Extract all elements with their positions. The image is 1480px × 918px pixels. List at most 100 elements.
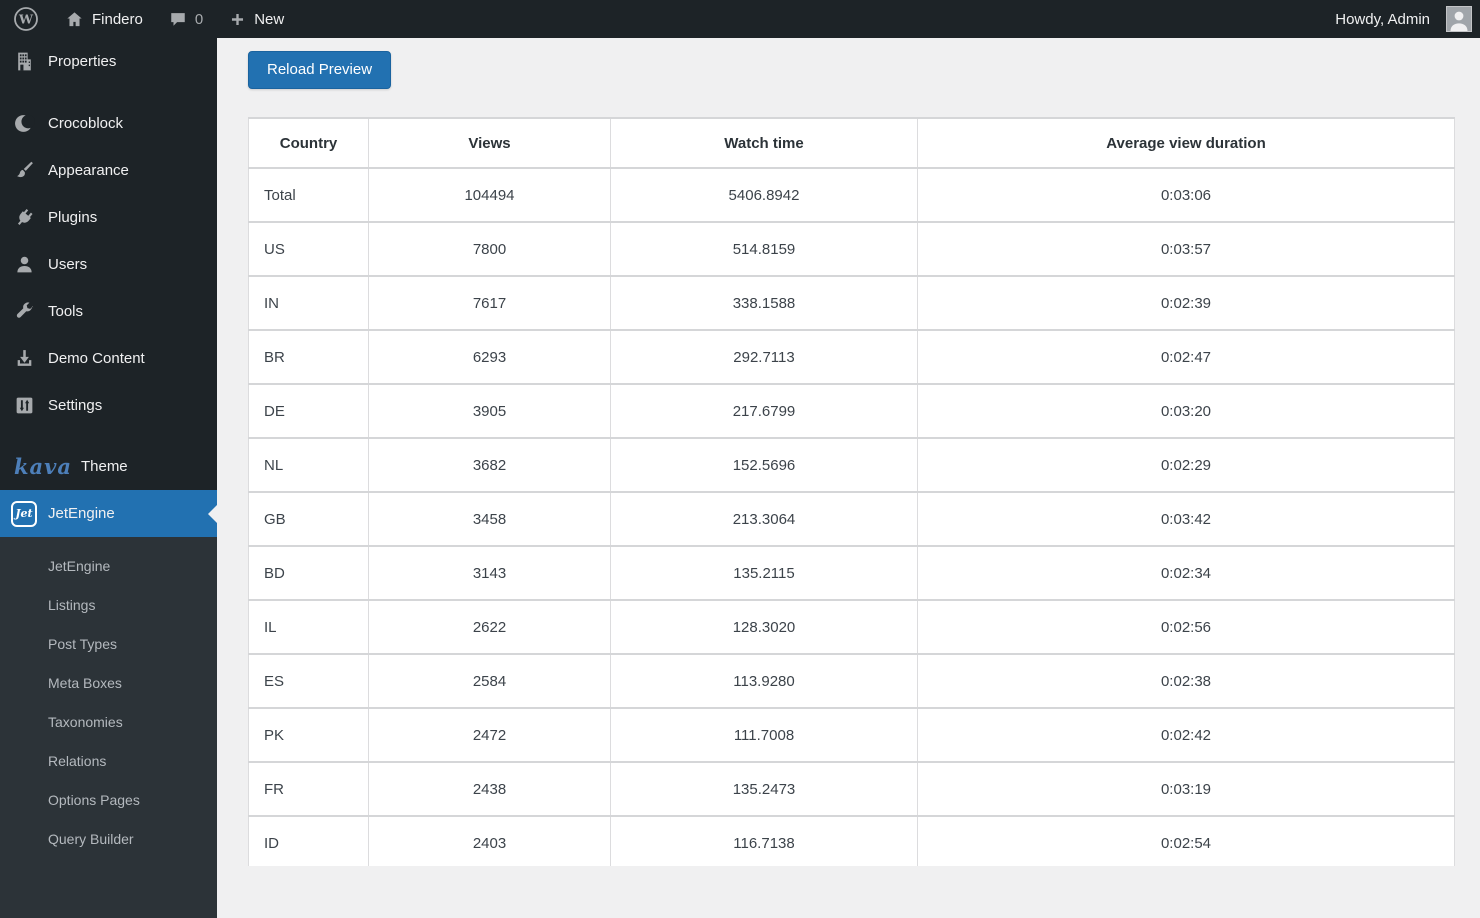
column-header: Views [368,117,611,169]
crocoblock-icon [12,113,36,134]
sidebar-item-appearance[interactable]: Appearance [0,147,217,194]
table-row: BD 3143 135.2115 0:02:34 [248,545,1455,601]
country-cell: ES [248,653,369,709]
submenu-item-relations[interactable]: Relations [48,752,107,769]
sidebar-item-crocoblock[interactable]: Crocoblock [0,100,217,147]
views-cell: 2622 [368,599,611,655]
submenu-item-post-types[interactable]: Post Types [48,635,118,652]
building-icon [12,51,36,72]
sliders-icon [12,395,36,416]
watch-time-cell: 135.2115 [610,545,918,601]
admin-bar: W Findero 0 [0,0,1480,38]
table-row: BR 6293 292.7113 0:02:47 [248,329,1455,385]
views-cell: 6293 [368,329,611,385]
avg-duration-cell: 0:02:29 [917,437,1455,493]
table-header: Country Views Watch time Average view durat… [248,117,1455,169]
submenu-item-taxonomies[interactable]: Taxonomies [48,713,123,730]
avg-duration-cell: 0:03:42 [917,491,1455,547]
watch-time-cell: 292.7113 [610,329,918,385]
submenu-item-jetengine[interactable]: JetEngine [48,557,111,574]
avg-duration-cell: 0:02:38 [917,653,1455,709]
download-icon [12,348,36,369]
submenu-item-meta-boxes[interactable]: Meta Boxes [48,674,122,691]
country-cell: BR [248,329,369,385]
sidebar-item-label: Demo Content [48,350,145,367]
watch-time-cell: 152.5696 [610,437,918,493]
views-cell: 3905 [368,383,611,439]
watch-time-cell: 213.3064 [610,491,918,547]
sidebar-item-jetengine[interactable]: Jet JetEngine [0,490,217,537]
brush-icon [12,160,36,181]
jetengine-icon: Jet [11,500,37,527]
new-content-menu[interactable]: New [216,0,297,38]
avg-duration-cell: 0:03:57 [917,221,1455,277]
wrench-icon [12,301,36,322]
table-row: IN 7617 338.1588 0:02:39 [248,275,1455,331]
sidebar-item-label: JetEngine [48,505,115,522]
wordpress-logo-menu[interactable]: W [0,0,52,38]
country-cell: FR [248,761,369,817]
submenu-item-listings[interactable]: Listings [48,596,96,613]
column-header: Average view duration [917,117,1455,169]
sidebar-item-settings[interactable]: Settings [0,382,217,429]
sidebar-item-label: Users [48,256,88,273]
table-row: ID 2403 116.7138 0:02:54 [248,815,1455,866]
views-cell: 2584 [368,653,611,709]
submenu-item-options-pages[interactable]: Options Pages [48,791,140,808]
table-row: FR 2438 135.2473 0:03:19 [248,761,1455,817]
menu-separator [0,85,217,100]
new-label: New [254,10,285,28]
comments-count: 0 [194,10,204,28]
sidebar-item-label: Appearance [48,162,129,179]
table-row: Total 104494 5406.8942 0:03:06 [248,167,1455,223]
views-cell: 3458 [368,491,611,547]
avg-duration-cell: 0:02:56 [917,599,1455,655]
table-row: PK 2472 111.7008 0:02:42 [248,707,1455,763]
reload-preview-button[interactable]: Reload Preview [248,51,392,89]
watch-time-cell: 338.1588 [610,275,918,331]
country-stats-table: Country Views Watch time Average view durat… [248,117,1455,866]
sidebar-item-properties[interactable]: Properties [0,38,217,85]
table-row: GB 3458 213.3064 0:03:42 [248,491,1455,547]
watch-time-cell: 116.7138 [610,815,918,866]
views-cell: 104494 [368,167,611,223]
user-icon [12,254,36,275]
sidebar: Properties Crocoblock Appearance Plugins… [0,38,217,918]
country-cell: IN [248,275,369,331]
column-header: Country [248,117,369,169]
sidebar-item-plugins[interactable]: Plugins [0,194,217,241]
avg-duration-cell: 0:03:20 [917,383,1455,439]
sidebar-item-tools[interactable]: Tools [0,288,217,335]
admin-bar-right: Howdy, Admin [1322,0,1480,38]
country-cell: DE [248,383,369,439]
jetengine-submenu: JetEngine Listings Post Types Meta Boxes Tax… [0,537,217,918]
sidebar-item-label: Plugins [48,209,98,226]
comments-menu[interactable]: 0 [156,0,216,38]
country-cell: BD [248,545,369,601]
watch-time-cell: 113.9280 [610,653,918,709]
sidebar-item-label: Settings [48,397,103,414]
watch-time-cell: 5406.8942 [610,167,918,223]
country-cell: NL [248,437,369,493]
avg-duration-cell: 0:02:42 [917,707,1455,763]
plus-icon [229,11,246,28]
country-cell: Total [248,167,369,223]
column-header: Watch time [610,117,918,169]
sidebar-item-label: Crocoblock [48,115,124,132]
sidebar-item-demo-content[interactable]: Demo Content [0,335,217,382]
views-cell: 7617 [368,275,611,331]
sidebar-item-users[interactable]: Users [0,241,217,288]
table-row: DE 3905 217.6799 0:03:20 [248,383,1455,439]
site-link[interactable]: Findero [52,0,156,38]
sidebar-item-label: Tools [48,303,84,320]
avg-duration-cell: 0:03:06 [917,167,1455,223]
sidebar-menu: Properties Crocoblock Appearance Plugins… [0,38,217,537]
sidebar-item-theme[interactable]: kava Theme [0,443,217,490]
admin-bar-left: W Findero 0 [0,0,297,38]
comment-bubble-icon [169,10,187,28]
watch-time-cell: 217.6799 [610,383,918,439]
submenu-item-query-builder[interactable]: Query Builder [48,830,134,847]
watch-time-cell: 128.3020 [610,599,918,655]
table-row: ES 2584 113.9280 0:02:38 [248,653,1455,709]
account-menu[interactable]: Howdy, Admin [1322,0,1472,38]
